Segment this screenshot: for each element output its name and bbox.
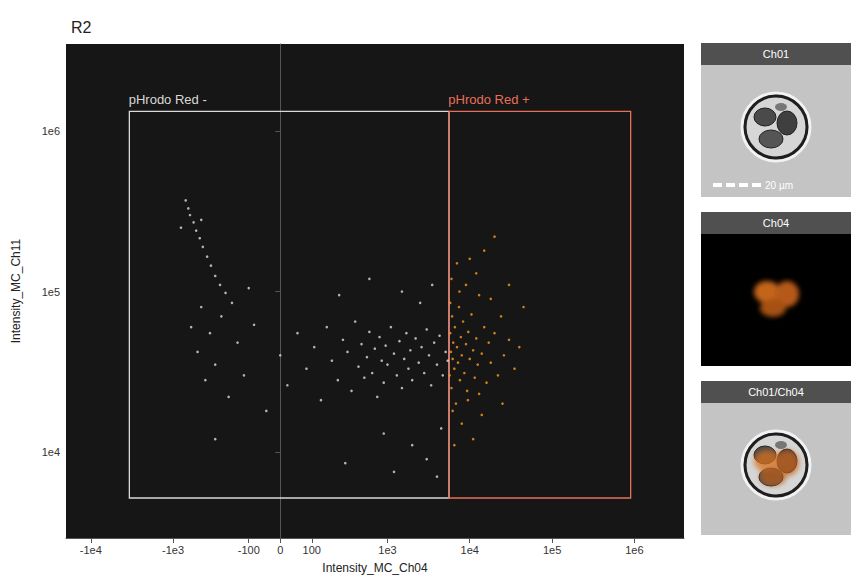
svg-text:1e5: 1e5 [543,544,561,556]
svg-text:1e4: 1e4 [42,446,60,458]
svg-text:0: 0 [277,544,283,556]
svg-text:pHrodo Red -: pHrodo Red - [129,92,207,107]
svg-text:-1e3: -1e3 [162,544,184,556]
svg-text:Intensity_MC_Ch11: Intensity_MC_Ch11 [9,238,23,343]
svg-text:1e3: 1e3 [378,544,396,556]
svg-text:1e5: 1e5 [42,286,60,298]
svg-text:20 µm: 20 µm [765,180,793,191]
svg-text:1e6: 1e6 [625,544,643,556]
svg-text:100: 100 [303,544,321,556]
html-text:Ch01/Ch04: Ch01/Ch04 [748,386,804,398]
html-text:Ch01: Ch01 [762,48,790,60]
html-text:Ch04: Ch04 [762,217,790,229]
svg-text:1e4: 1e4 [461,544,479,556]
svg-text:1e6: 1e6 [42,125,60,137]
svg-text:R2: R2 [71,19,92,36]
svg-text:Intensity_MC_Ch04: Intensity_MC_Ch04 [322,561,428,575]
svg-text:-1e4: -1e4 [80,544,102,556]
svg-text:-100: -100 [238,544,260,556]
svg-text:pHrodo Red +: pHrodo Red + [448,92,529,107]
